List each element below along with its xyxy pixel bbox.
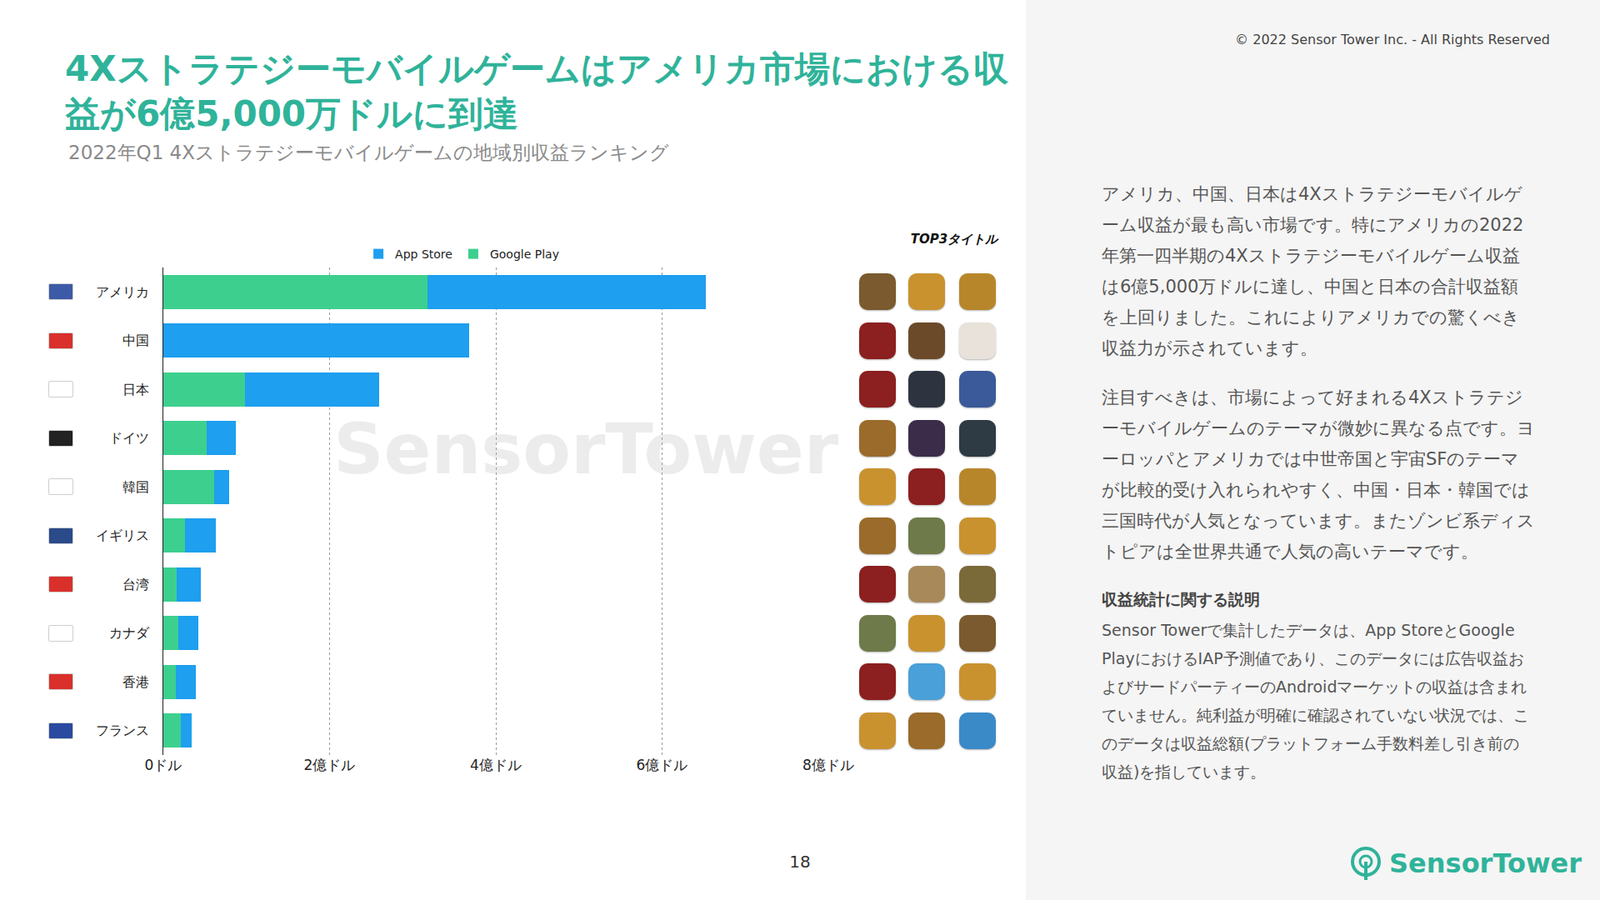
- svg-text:Google Play: Google Play: [490, 247, 560, 261]
- svg-text:イギリス: イギリス: [95, 527, 150, 544]
- svg-text:台湾: 台湾: [122, 576, 150, 593]
- svg-text:0ドル: 0ドル: [145, 756, 183, 774]
- svg-text:日本: 日本: [122, 381, 150, 398]
- svg-text:フランス: フランス: [95, 722, 150, 739]
- html-text:Sensor Towerで集計したデータは、App Stor: Sensor Towerで集計したデータは、App StoreとGoogle P…: [1101, 620, 1530, 781]
- html-text:収益統計に関する説明: 収益統計に関する説明: [1101, 590, 1260, 609]
- svg-text:アメリカ: アメリカ: [95, 284, 150, 300]
- html-text:4Xストラテジーモバイルゲームはアメリカ市場における収益が6: 4Xストラテジーモバイルゲームはアメリカ市場における収益が6億5,000万ドルに…: [65, 48, 1008, 135]
- html-text:アメリカ、中国、日本は4Xストラテジーモバイルゲーム収益が最: アメリカ、中国、日本は4Xストラテジーモバイルゲーム収益が最も高い市場です。特に…: [1101, 184, 1524, 359]
- svg-text:4億ドル: 4億ドル: [470, 756, 522, 774]
- html-text:18: 18: [789, 851, 811, 872]
- html-text:TOP3タイトル: TOP3タイトル: [910, 231, 998, 247]
- html-text:SensorTower: SensorTower: [1389, 847, 1582, 880]
- html-text:SensorTower: SensorTower: [333, 408, 839, 490]
- html-text:2022年Q1 4Xストラテジーモバイルゲームの地域別収益ラ: 2022年Q1 4Xストラテジーモバイルゲームの地域別収益ランキング: [68, 141, 670, 164]
- svg-text:8億ドル: 8億ドル: [802, 756, 855, 774]
- svg-text:韓国: 韓国: [122, 479, 150, 495]
- svg-text:2億ドル: 2億ドル: [304, 756, 356, 774]
- svg-text:ドイツ: ドイツ: [109, 430, 150, 446]
- svg-text:中国: 中国: [122, 332, 150, 349]
- svg-text:香港: 香港: [122, 674, 150, 690]
- svg-text:App Store: App Store: [395, 247, 453, 261]
- html-text:© 2022 Sensor Tower Inc. - All: © 2022 Sensor Tower Inc. - All Rights Re…: [1235, 31, 1550, 48]
- html-text:注目すべきは、市場によって好まれる4Xストラテジーモバイルゲ: 注目すべきは、市場によって好まれる4Xストラテジーモバイルゲームのテーマが微妙に…: [1101, 387, 1535, 562]
- svg-text:カナダ: カナダ: [109, 625, 150, 641]
- svg-text:6億ドル: 6億ドル: [636, 756, 689, 774]
